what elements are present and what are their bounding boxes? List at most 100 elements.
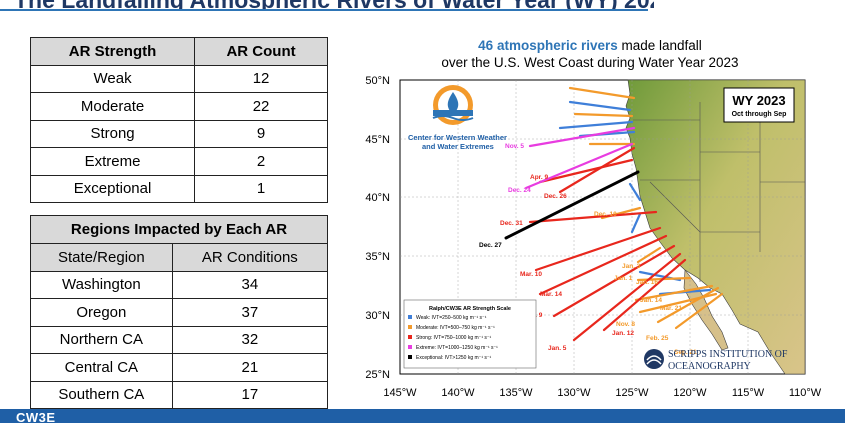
event-label: Mar. 14 bbox=[540, 291, 562, 298]
legend-swatch-extreme bbox=[408, 345, 412, 349]
lon-label: 140°W bbox=[441, 387, 475, 399]
event-label: Dec. 31 bbox=[500, 220, 523, 227]
event-label: Apr. 9 bbox=[530, 174, 548, 181]
table-cell: Strong bbox=[29, 119, 196, 148]
event-label: Nov. 8 bbox=[616, 321, 635, 328]
center-name-line1: Center for Western Weather bbox=[408, 133, 507, 142]
ar-arrow-extreme bbox=[528, 126, 636, 148]
lat-label: 25°N bbox=[365, 369, 390, 381]
ar-arrow-moderate bbox=[573, 112, 634, 118]
lon-label: 130°W bbox=[557, 387, 591, 399]
slide-title: The Landfalling Atmospheric Rivers of Wa… bbox=[14, 0, 654, 9]
lon-label: 135°W bbox=[499, 387, 533, 399]
table-cell: 9 bbox=[194, 119, 328, 148]
scripps-logo bbox=[644, 349, 664, 369]
event-label: Dec. 24 bbox=[508, 187, 531, 194]
table-row: Extreme 2 bbox=[29, 147, 328, 176]
ar-arrow-strong bbox=[538, 158, 634, 184]
legend-swatch-weak bbox=[408, 315, 412, 319]
table-cell: Oregon bbox=[30, 298, 173, 327]
table-cell: 32 bbox=[171, 325, 329, 354]
event-label: Feb. 25 bbox=[646, 335, 669, 342]
event-label: Nov. 5 bbox=[505, 143, 524, 150]
table-header-row: State/Region AR Conditions bbox=[30, 243, 329, 272]
table-cell: 37 bbox=[171, 298, 329, 327]
lat-label: 40°N bbox=[365, 192, 390, 204]
column-header: AR Count bbox=[194, 37, 328, 66]
ar-arrow-weak bbox=[558, 120, 634, 130]
ar-arrow-strong bbox=[552, 244, 676, 318]
event-label: Mar. 21 bbox=[660, 305, 682, 312]
ar-arrow-moderate bbox=[634, 284, 714, 302]
event-label: Dec. 26 bbox=[544, 193, 567, 200]
legend-swatch-exceptional bbox=[408, 355, 412, 359]
table-cell: 12 bbox=[194, 64, 328, 93]
table-row: Weak 12 bbox=[29, 64, 328, 93]
wy-title: WY 2023 bbox=[732, 93, 785, 108]
ar-arrow-strong bbox=[538, 234, 668, 296]
table-row: Southern CA 17 bbox=[30, 380, 329, 409]
event-label: Sep. 21 bbox=[674, 349, 697, 356]
table-header-row: AR Strength AR Count bbox=[29, 37, 328, 66]
table-row: Washington 34 bbox=[30, 270, 329, 299]
table-title-row: Regions Impacted by Each AR bbox=[30, 215, 328, 244]
table-cell: Northern CA bbox=[30, 325, 173, 354]
table-row: Strong 9 bbox=[29, 119, 328, 148]
ar-arrows bbox=[504, 86, 724, 342]
event-label: Jan. 14 bbox=[640, 297, 662, 304]
cw3e-logo bbox=[432, 85, 474, 125]
ar-arrow-moderate bbox=[636, 246, 662, 264]
table-cell: 2 bbox=[194, 147, 328, 176]
ar-map: 50°N 45°N 40°N 35°N 30°N 25°N 145°W 140°… bbox=[365, 75, 822, 399]
legend-swatch-strong bbox=[408, 335, 412, 339]
headline-line2: over the U.S. West Coast during Water Ye… bbox=[441, 55, 739, 70]
table-cell: Washington bbox=[30, 270, 173, 299]
lon-label: 110°W bbox=[789, 387, 822, 399]
headline-rest: made landfall bbox=[617, 38, 702, 53]
map-headline: 46 atmospheric rivers made landfall over… bbox=[340, 37, 840, 71]
event-label: Dec. 10 bbox=[594, 211, 617, 218]
column-header: AR Conditions bbox=[171, 243, 329, 272]
event-label: Dec. 27 bbox=[479, 242, 502, 249]
headline-count: 46 atmospheric rivers bbox=[478, 38, 618, 53]
table-cell: 21 bbox=[171, 353, 329, 382]
ar-arrow-moderate bbox=[656, 286, 720, 324]
ar-arrow-strong bbox=[558, 146, 636, 194]
ar-arrow-extreme bbox=[524, 142, 634, 190]
scripps-line2: OCEANOGRAPHY bbox=[668, 361, 751, 372]
table-row: Oregon 37 bbox=[30, 298, 329, 327]
ar-arrow-strong bbox=[602, 258, 687, 332]
event-label: Jan. 3 bbox=[622, 263, 641, 270]
legend-label: Strong: IVT=750–1000 kg m⁻¹ s⁻¹ bbox=[416, 335, 492, 341]
table-row: Moderate 22 bbox=[29, 92, 328, 121]
legend-swatch-moderate bbox=[408, 325, 412, 329]
event-label: Jan. 5 bbox=[548, 345, 567, 352]
ar-landfall-map-panel: 46 atmospheric rivers made landfall over… bbox=[340, 32, 840, 406]
footer-bar bbox=[0, 409, 845, 423]
wy-box bbox=[723, 87, 795, 123]
table-cell: 22 bbox=[194, 92, 328, 121]
table-cell: 17 bbox=[171, 380, 329, 409]
regions-impacted-table: Regions Impacted by Each AR State/Region… bbox=[30, 215, 329, 409]
ar-arrow-exceptional bbox=[504, 170, 640, 240]
lon-label: 125°W bbox=[615, 387, 649, 399]
ar-arrow-moderate bbox=[568, 86, 636, 100]
ar-arrow-weak bbox=[628, 182, 642, 202]
ar-arrow-strong bbox=[572, 252, 682, 342]
lat-label: 50°N bbox=[365, 75, 390, 87]
legend-label: Extreme: IVT=1000–1250 kg m⁻¹ s⁻¹ bbox=[416, 345, 498, 351]
legend-label: Exceptional: IVT>1250 kg m⁻¹ s⁻¹ bbox=[416, 355, 492, 361]
ar-arrow-strong bbox=[534, 226, 662, 272]
footer-logo: CW3E bbox=[16, 410, 56, 423]
legend-title: Ralph/CW3E AR Strength Scale bbox=[429, 306, 511, 312]
table-row: Exceptional 1 bbox=[29, 174, 328, 203]
ar-arrow-weak bbox=[568, 100, 632, 112]
ar-strength-table: AR Strength AR Count Weak 12 Moderate 22 S… bbox=[29, 37, 328, 203]
table-row: Central CA 21 bbox=[30, 353, 329, 382]
lat-label: 45°N bbox=[365, 134, 390, 146]
table-cell: 1 bbox=[194, 174, 328, 203]
legend-box bbox=[403, 299, 537, 369]
event-label: Jan. 1 bbox=[614, 275, 633, 282]
table-title: Regions Impacted by Each AR bbox=[30, 215, 328, 244]
lat-label: 35°N bbox=[365, 251, 390, 263]
